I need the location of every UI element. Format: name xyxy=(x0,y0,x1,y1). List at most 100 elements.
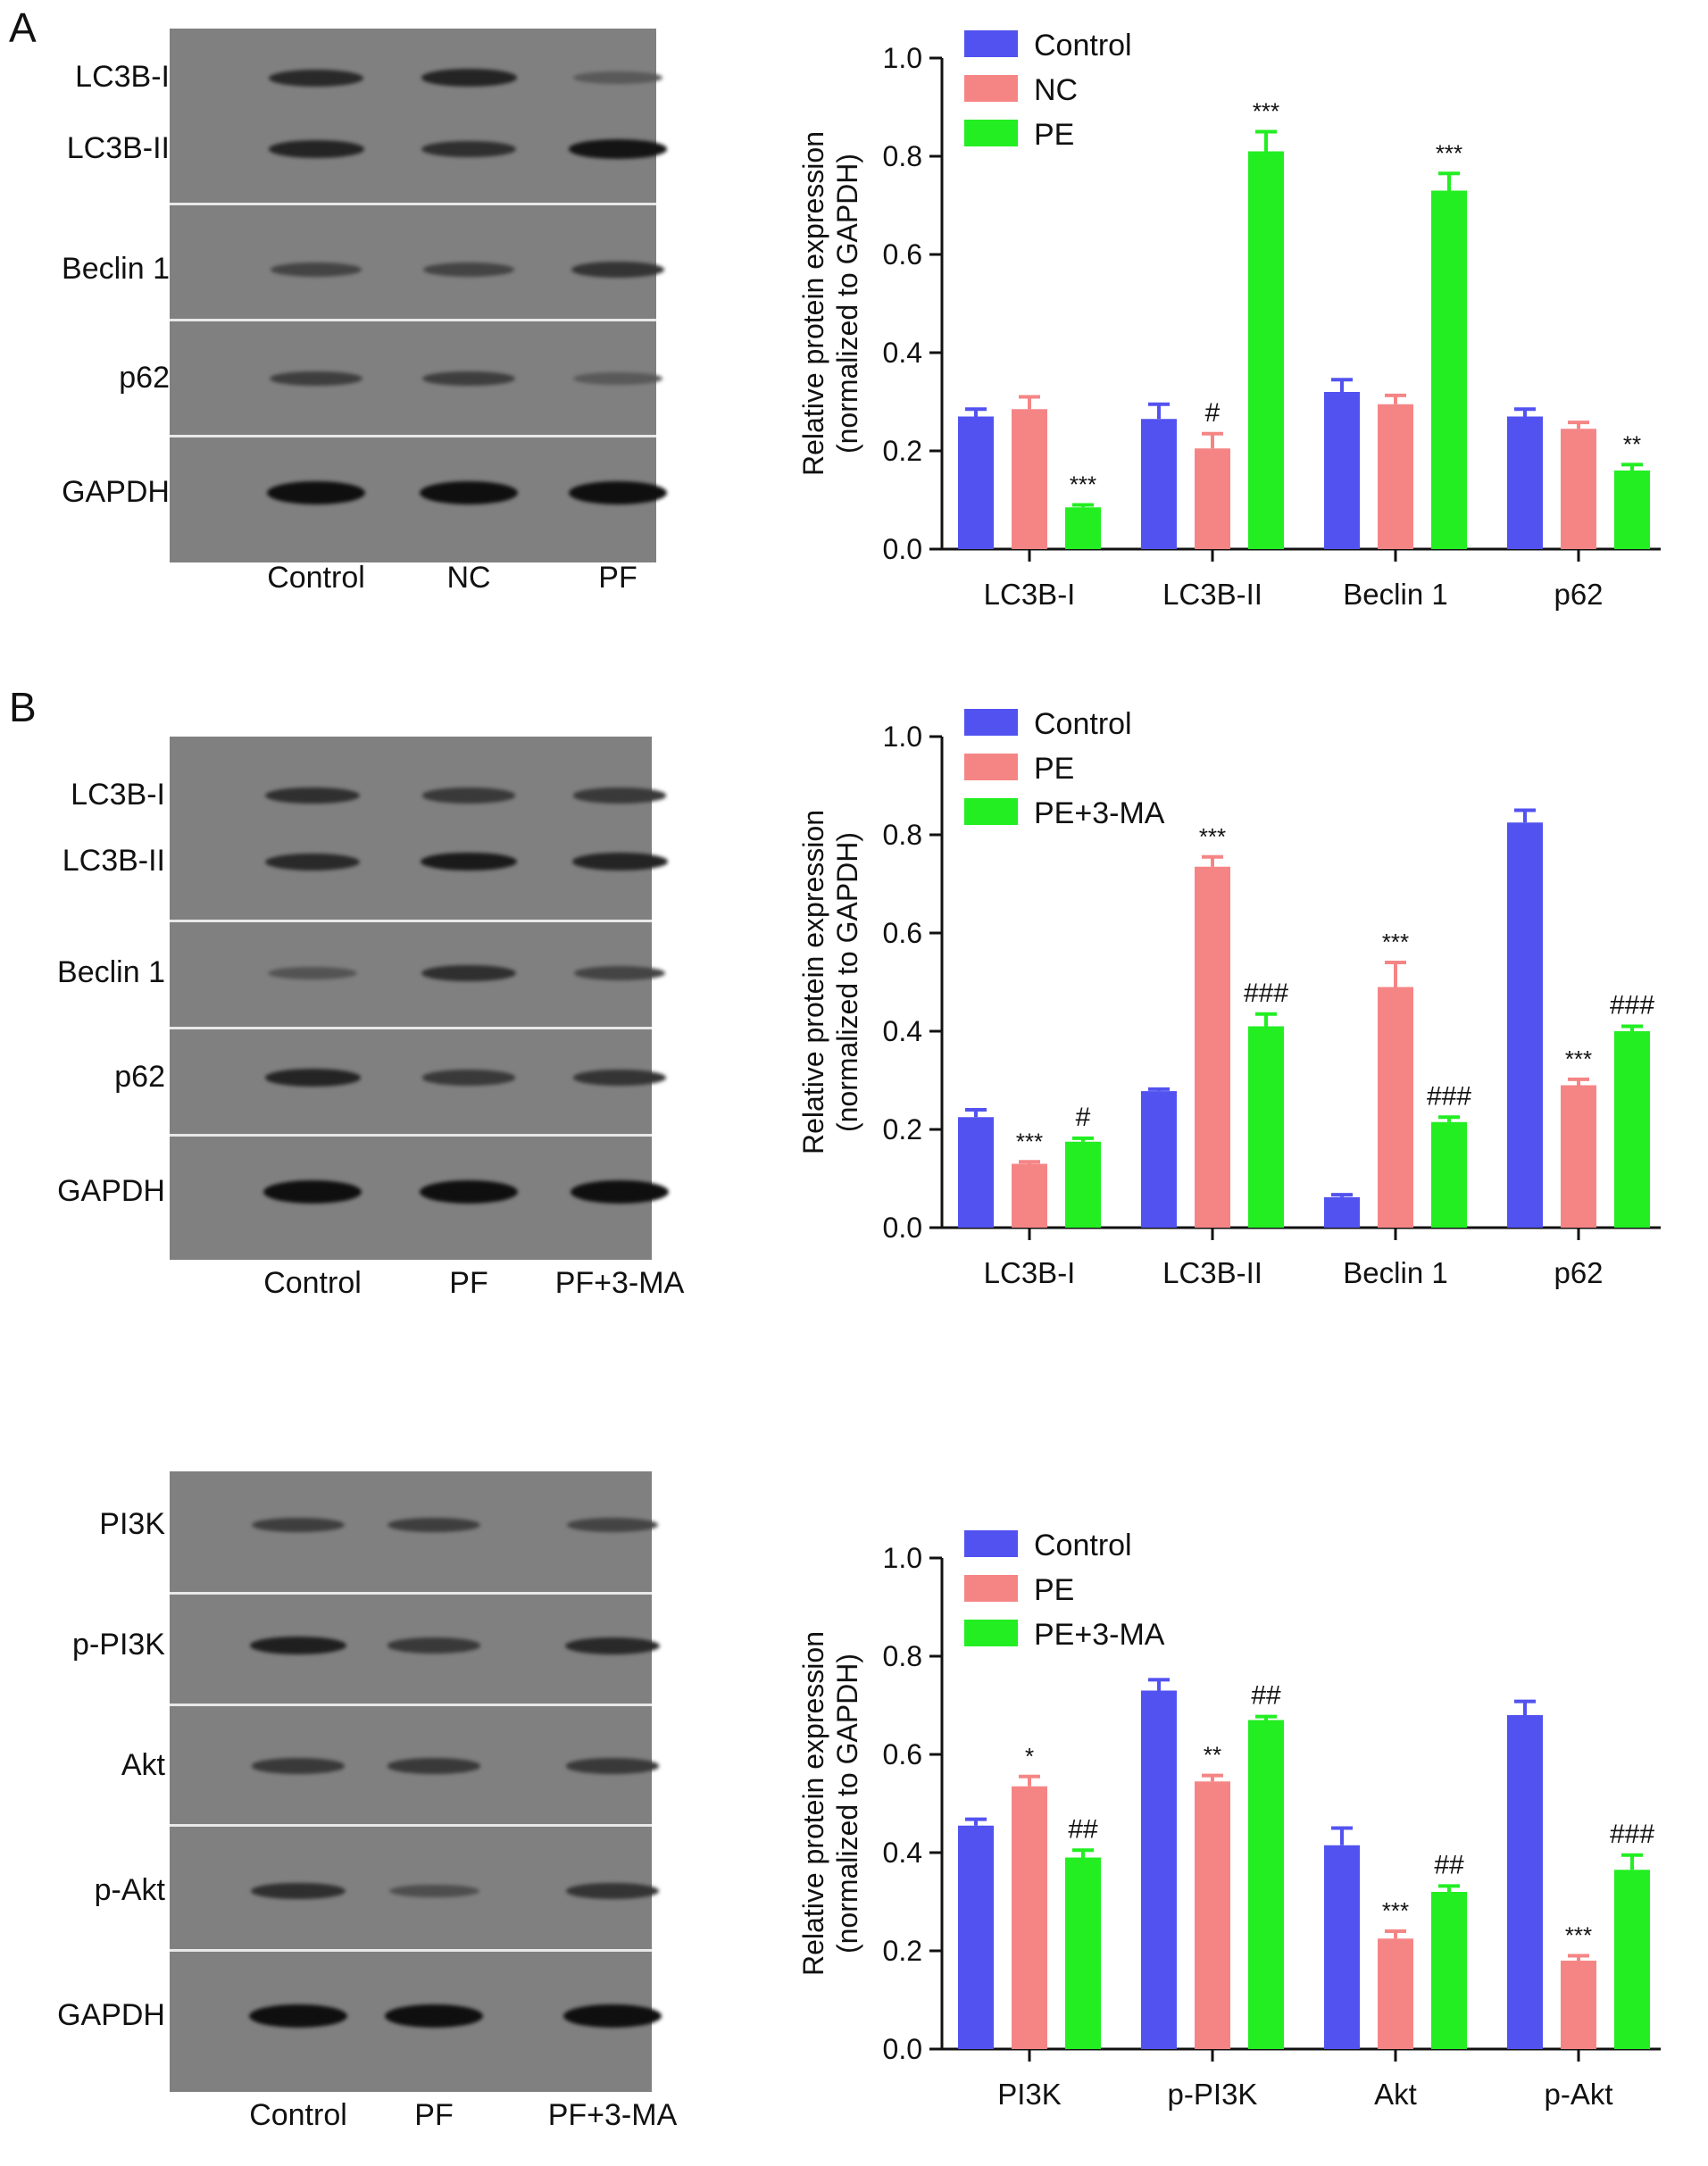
protein-band xyxy=(267,481,365,504)
blot-row-label: LC3B-II xyxy=(62,844,165,878)
significance-label: # xyxy=(1205,398,1221,428)
blot-lane-label: NC xyxy=(446,561,491,595)
protein-band xyxy=(267,966,358,980)
protein-band xyxy=(270,371,362,387)
x-tick-label: LC3B-II xyxy=(1162,578,1262,611)
protein-band xyxy=(251,1882,346,1900)
bar xyxy=(1195,448,1230,549)
bar xyxy=(958,416,994,549)
bar xyxy=(1248,1720,1284,2049)
significance-label: *** xyxy=(1253,98,1279,125)
bar xyxy=(1248,1026,1284,1228)
protein-band xyxy=(566,1758,659,1774)
y-axis-title: (normalized to GAPDH) xyxy=(831,832,863,1132)
bar xyxy=(1324,1196,1360,1228)
western-blot-a xyxy=(170,29,667,562)
legend-swatch xyxy=(964,120,1018,146)
protein-band xyxy=(265,787,360,804)
bar xyxy=(1141,419,1177,549)
significance-label: *** xyxy=(1070,471,1096,498)
bar-chart-b-autophagy: 0.0 0.2 0.4 0.6 0.8 1.0 Relative protein expre… xyxy=(797,707,1661,1289)
protein-band xyxy=(573,966,666,980)
western-blot-b-autophagy xyxy=(170,737,669,1260)
bar-chart-b-pi3k-akt: 0.0 0.2 0.4 0.6 0.8 1.0 Relative protein expre… xyxy=(797,1529,1661,2111)
x-tick-label: LC3B-I xyxy=(984,578,1076,611)
x-tick-label: Akt xyxy=(1374,2078,1417,2111)
legend-label: Control xyxy=(1034,29,1132,62)
blot-row-label: p-Akt xyxy=(94,1873,165,1907)
bar xyxy=(1065,1141,1101,1228)
y-tick-label: 1.0 xyxy=(883,1542,922,1574)
protein-band xyxy=(268,69,364,87)
bar xyxy=(1614,1870,1650,2049)
significance-label: *** xyxy=(1565,1046,1592,1072)
bar xyxy=(1561,1961,1596,2049)
bar xyxy=(1431,1121,1467,1228)
blot-row-label: GAPDH xyxy=(62,475,170,509)
significance-label: ## xyxy=(1251,1681,1281,1711)
y-tick-label: 0.6 xyxy=(883,1738,922,1770)
x-tick-label: Beclin 1 xyxy=(1343,1256,1447,1289)
protein-band xyxy=(421,140,516,158)
protein-band xyxy=(572,1070,667,1086)
blot-lane-label: Control xyxy=(263,1266,362,1300)
legend-swatch xyxy=(964,709,1018,736)
x-tick-label: LC3B-II xyxy=(1162,1256,1262,1289)
x-tick-label: LC3B-I xyxy=(984,1256,1076,1289)
blot-row-label: GAPDH xyxy=(57,1174,165,1208)
y-tick-label: 0.4 xyxy=(883,1837,922,1869)
protein-band xyxy=(564,1637,661,1654)
significance-label: *** xyxy=(1565,1922,1592,1949)
y-tick-label: 0.0 xyxy=(883,2033,922,2065)
blot-strip xyxy=(170,737,652,920)
protein-band xyxy=(571,1180,669,1204)
protein-band xyxy=(249,2004,347,2028)
panel-label-b: B xyxy=(9,684,37,730)
bar xyxy=(1065,507,1101,549)
significance-label: ### xyxy=(1610,1820,1654,1849)
bar xyxy=(1431,1892,1467,2049)
legend-label: PE xyxy=(1034,118,1074,152)
blot-strip xyxy=(170,1027,652,1137)
bar xyxy=(1507,822,1543,1228)
significance-label: ** xyxy=(1204,1742,1221,1769)
significance-label: *** xyxy=(1382,1897,1409,1924)
legend-label: PE+3-MA xyxy=(1034,796,1165,830)
blot-row-label: LC3B-I xyxy=(75,60,170,94)
protein-band xyxy=(420,852,518,871)
y-axis-title: (normalized to GAPDH) xyxy=(831,154,863,454)
significance-label: * xyxy=(1025,1743,1034,1770)
blot-row-label: LC3B-I xyxy=(71,778,165,812)
blot-lane-label: PF xyxy=(414,2098,454,2132)
blot-row-label: p62 xyxy=(119,361,170,395)
y-axis-title: Relative protein expression xyxy=(797,131,829,476)
protein-band xyxy=(387,1758,480,1774)
legend-label: PE+3-MA xyxy=(1034,1618,1165,1652)
significance-label: *** xyxy=(1016,1128,1043,1154)
protein-band xyxy=(573,372,662,385)
significance-label: ### xyxy=(1610,991,1654,1021)
protein-band xyxy=(573,71,662,84)
y-tick-label: 0.2 xyxy=(883,435,922,467)
legend-label: Control xyxy=(1034,707,1132,741)
y-axis-title: Relative protein expression xyxy=(797,1631,829,1976)
protein-band xyxy=(569,481,667,504)
y-tick-label: 0.6 xyxy=(883,917,922,949)
significance-label: ## xyxy=(1068,1814,1098,1844)
protein-band xyxy=(571,262,665,278)
y-tick-label: 1.0 xyxy=(883,42,922,74)
bar xyxy=(958,1117,994,1228)
y-tick-label: 0.8 xyxy=(883,140,922,172)
x-tick-label: p-Akt xyxy=(1544,2078,1612,2111)
protein-band xyxy=(422,371,515,387)
x-tick-label: Beclin 1 xyxy=(1343,578,1447,611)
blot-lane-label: Control xyxy=(267,561,365,595)
protein-band xyxy=(252,1517,345,1533)
protein-band xyxy=(566,1518,659,1532)
x-tick-label: p-PI3K xyxy=(1168,2078,1258,2111)
bar xyxy=(1065,1857,1101,2049)
significance-label: ** xyxy=(1623,430,1641,457)
blot-lane-label: Control xyxy=(249,2098,347,2132)
bar xyxy=(1378,987,1413,1228)
bar xyxy=(1507,1715,1543,2049)
